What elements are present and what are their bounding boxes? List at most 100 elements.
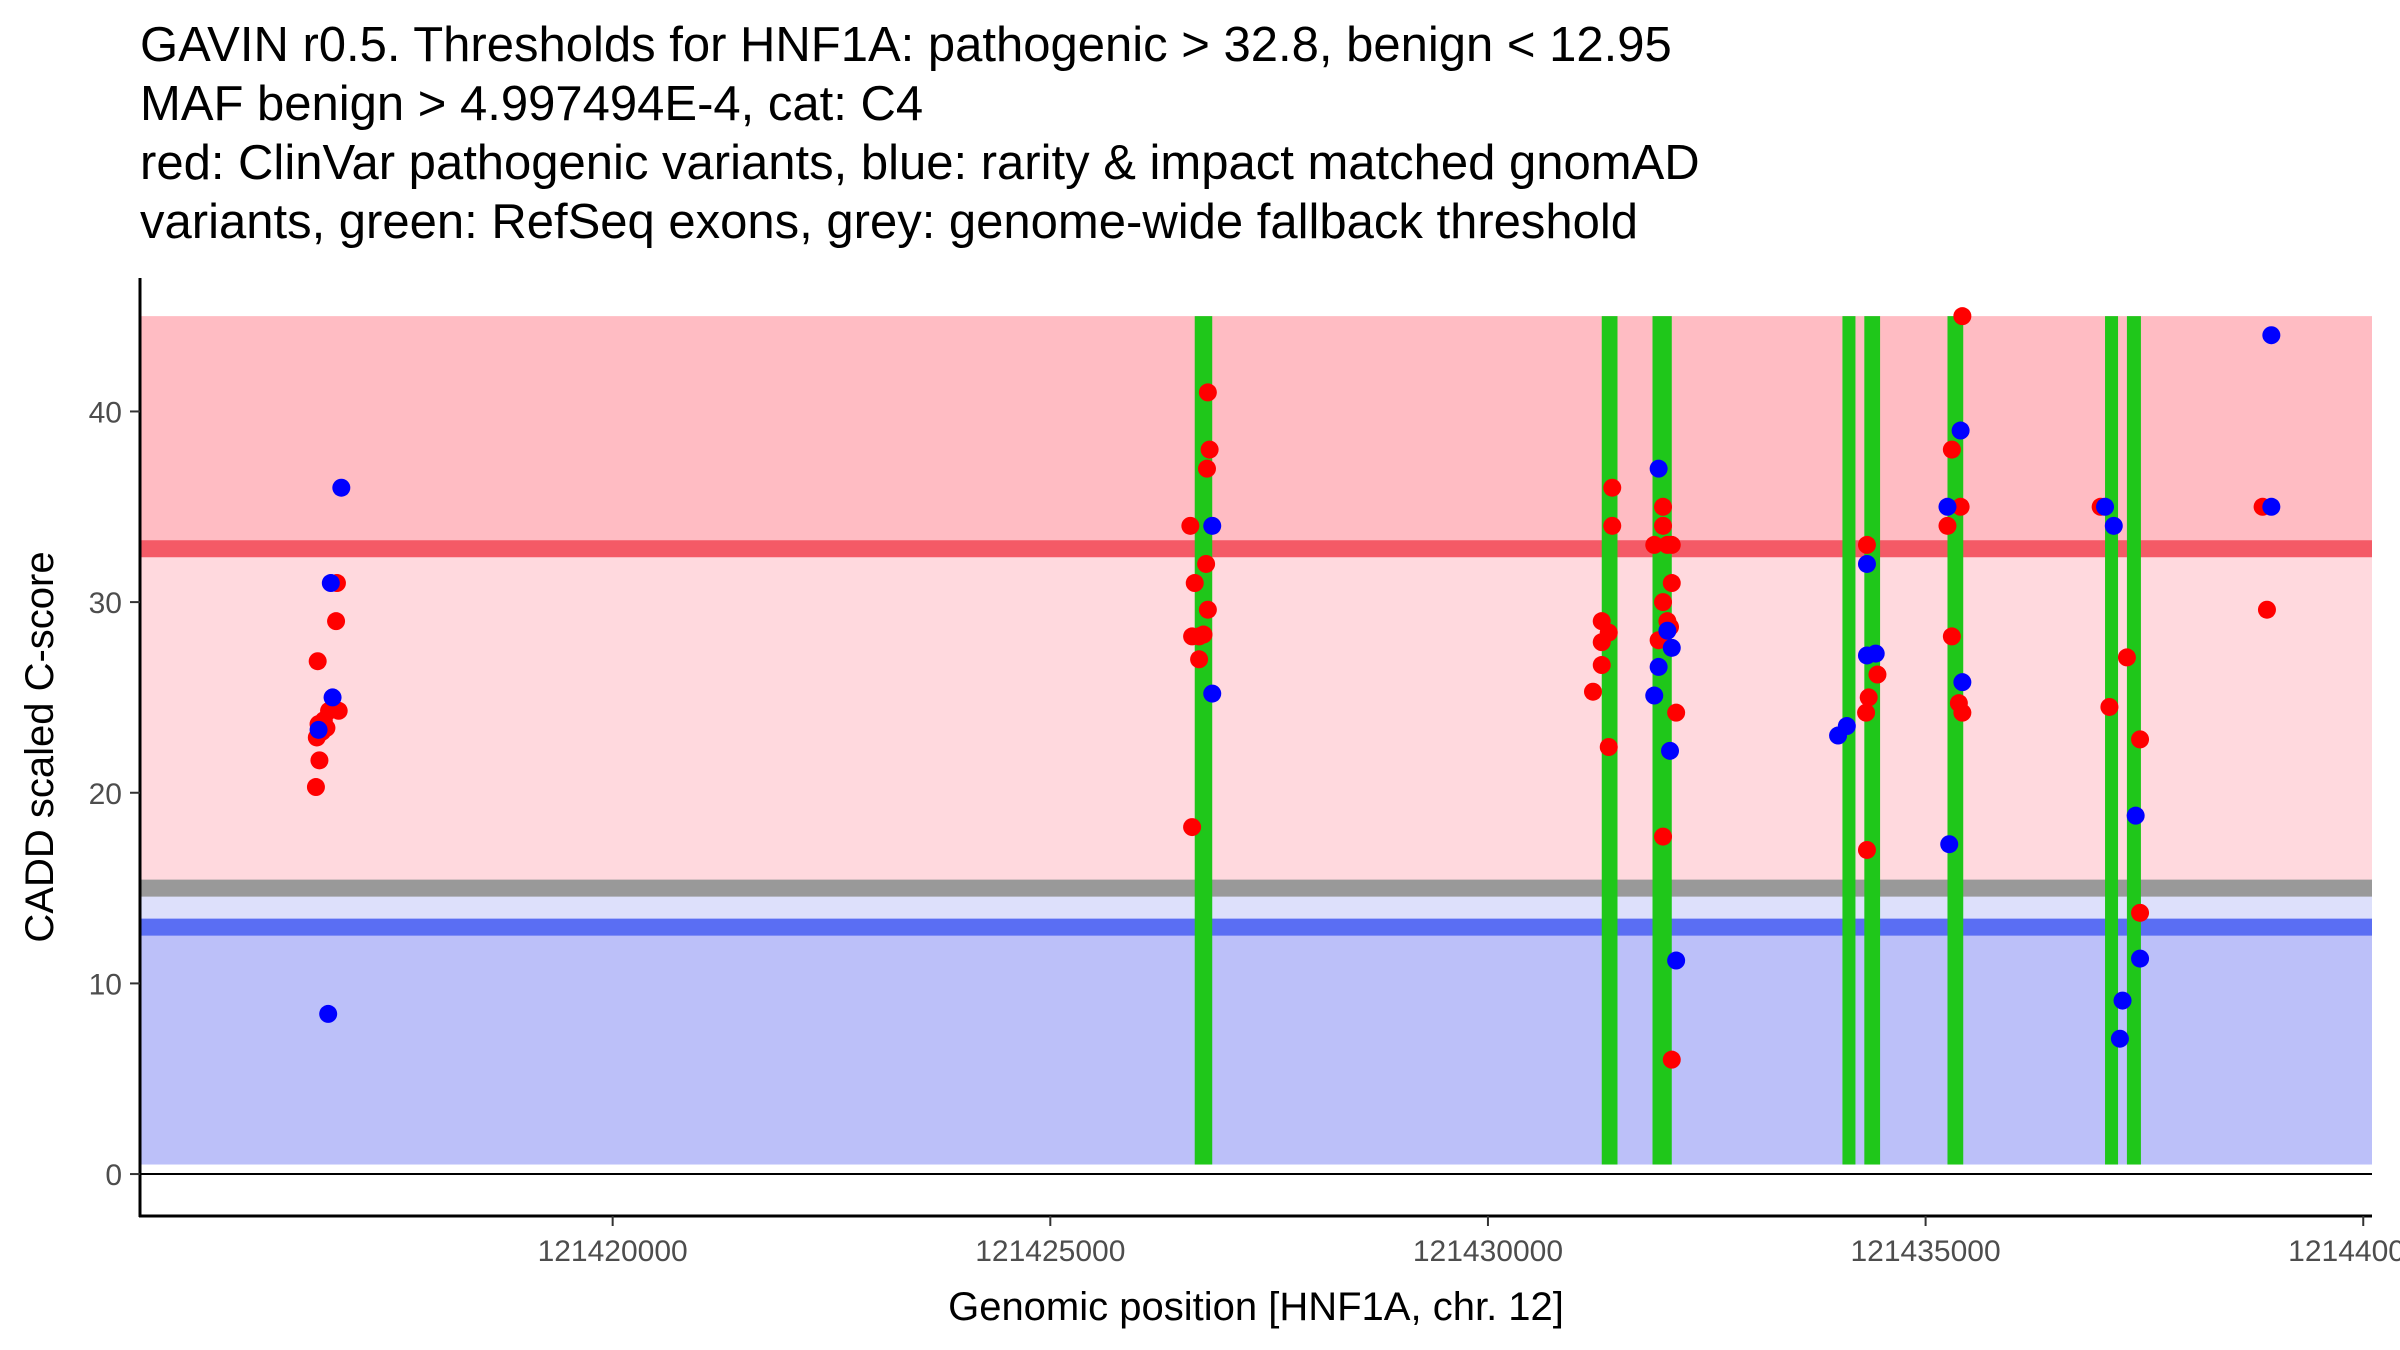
gnomad-point <box>2126 806 2145 825</box>
clinvar-point <box>1662 574 1681 593</box>
clinvar-point <box>1857 703 1876 722</box>
x-axis-title: Genomic position [HNF1A, chr. 12] <box>948 1285 1564 1329</box>
clinvar-point <box>310 751 329 770</box>
x-tick-label: 121435000 <box>1851 1235 2001 1268</box>
clinvar-point <box>1654 827 1673 846</box>
clinvar-point <box>1200 440 1219 459</box>
clinvar-point <box>1599 738 1618 756</box>
x-tick-label: 121440000 <box>2288 1235 2400 1268</box>
threshold-regions <box>140 316 2372 1165</box>
gnomad-point <box>1203 684 1222 703</box>
gnomad-point <box>321 574 340 593</box>
gnomad-point <box>1857 554 1876 573</box>
gnomad-point <box>1938 497 1957 516</box>
y-tick-label: 10 <box>89 968 122 1001</box>
x-tick-label: 121430000 <box>1413 1235 1563 1268</box>
gnomad-point <box>1866 644 1885 663</box>
clinvar-point <box>1197 554 1216 573</box>
clinvar-point <box>1942 440 1961 459</box>
clinvar-point <box>1859 688 1878 707</box>
y-tick-label: 20 <box>89 778 122 811</box>
gnomad-point <box>1649 657 1668 676</box>
clinvar-point <box>1183 818 1202 837</box>
clinvar-point <box>1654 516 1673 535</box>
clinvar-point <box>1662 1050 1681 1069</box>
clinvar-point <box>1583 682 1602 701</box>
gnomad-point <box>323 688 342 707</box>
title-line-3: red: ClinVar pathogenic variants, blue: … <box>140 136 1700 190</box>
clinvar-point <box>2257 600 2276 619</box>
clinvar-point <box>2117 648 2136 667</box>
clinvar-point <box>1857 840 1876 859</box>
clinvar-point <box>1938 516 1957 535</box>
gnomad-point <box>1940 835 1959 854</box>
clinvar-point <box>1667 703 1686 722</box>
exon-bar <box>1652 316 1672 1165</box>
gnomad-point <box>2131 949 2150 968</box>
gnomad-point <box>309 720 328 739</box>
clinvar-point <box>2100 697 2119 716</box>
gnomad-point <box>332 478 351 497</box>
clinvar-point <box>1662 535 1681 554</box>
clinvar-point <box>1599 623 1618 642</box>
gnomad-point <box>2110 1029 2129 1048</box>
gnomad-point <box>319 1004 338 1023</box>
gnomad-point <box>1203 516 1222 535</box>
gnomad-point <box>1658 621 1677 640</box>
gnomad-point <box>2262 326 2281 345</box>
clinvar-point <box>1953 703 1972 722</box>
title-line-1: GAVIN r0.5. Thresholds for HNF1A: pathog… <box>140 18 1672 72</box>
clinvar-point <box>1603 516 1622 535</box>
gnomad-point <box>1645 686 1664 705</box>
y-tick-label: 0 <box>105 1159 122 1192</box>
clinvar-point <box>1198 383 1217 402</box>
gnomad-point <box>1667 951 1686 970</box>
clinvar-point <box>1185 574 1204 593</box>
clinvar-point <box>1951 497 1970 516</box>
intermediate-region <box>140 548 2372 889</box>
pathogenic-region <box>140 316 2372 549</box>
gnomad-point <box>1662 638 1681 657</box>
y-tick-label: 30 <box>89 587 122 620</box>
clinvar-point <box>1857 535 1876 554</box>
clinvar-point <box>1592 656 1611 675</box>
clinvar-point <box>1942 627 1961 646</box>
chart-title: GAVIN r0.5. Thresholds for HNF1A: pathog… <box>140 16 2340 252</box>
y-axis-title: CADD scaled C-score <box>18 551 62 942</box>
gnomad-point <box>1837 717 1856 736</box>
clinvar-point <box>327 612 346 631</box>
title-line-4: variants, green: RefSeq exons, grey: gen… <box>140 195 1639 249</box>
clinvar-point <box>1603 478 1622 497</box>
benign-region <box>140 927 2372 1165</box>
data-points <box>306 307 2281 1069</box>
clinvar-point <box>1868 665 1887 684</box>
clinvar-point <box>2131 730 2150 749</box>
x-tick-label: 121425000 <box>975 1235 1125 1268</box>
gnomad-point <box>2096 497 2115 516</box>
clinvar-point <box>1198 600 1217 619</box>
gnomad-point <box>2104 516 2123 535</box>
gnomad-point <box>2113 991 2132 1010</box>
y-tick-label: 40 <box>89 396 122 429</box>
clinvar-point <box>306 778 325 797</box>
clinvar-point <box>1654 593 1673 612</box>
clinvar-point <box>1953 307 1972 326</box>
x-tick-label: 121420000 <box>538 1235 688 1268</box>
clinvar-point <box>1190 650 1209 669</box>
gnomad-point <box>2262 497 2281 516</box>
gnomad-point <box>1661 741 1680 760</box>
title-line-2: MAF benign > 4.997494E-4, cat: C4 <box>140 77 924 131</box>
clinvar-point <box>2131 903 2150 922</box>
clinvar-point <box>1654 497 1673 516</box>
threshold-lines <box>140 540 2372 936</box>
clinvar-point <box>1197 459 1216 478</box>
clinvar-point <box>1181 516 1200 535</box>
gnomad-point <box>1953 673 1972 692</box>
clinvar-point <box>1645 535 1664 554</box>
exon-bar <box>1842 316 1856 1165</box>
axes: 0 10 20 30 40 121420000 121425000 121430000 1214… <box>18 278 2400 1329</box>
gnomad-point <box>1951 421 1970 440</box>
gnomad-point <box>1649 459 1668 478</box>
clinvar-point <box>308 652 327 671</box>
